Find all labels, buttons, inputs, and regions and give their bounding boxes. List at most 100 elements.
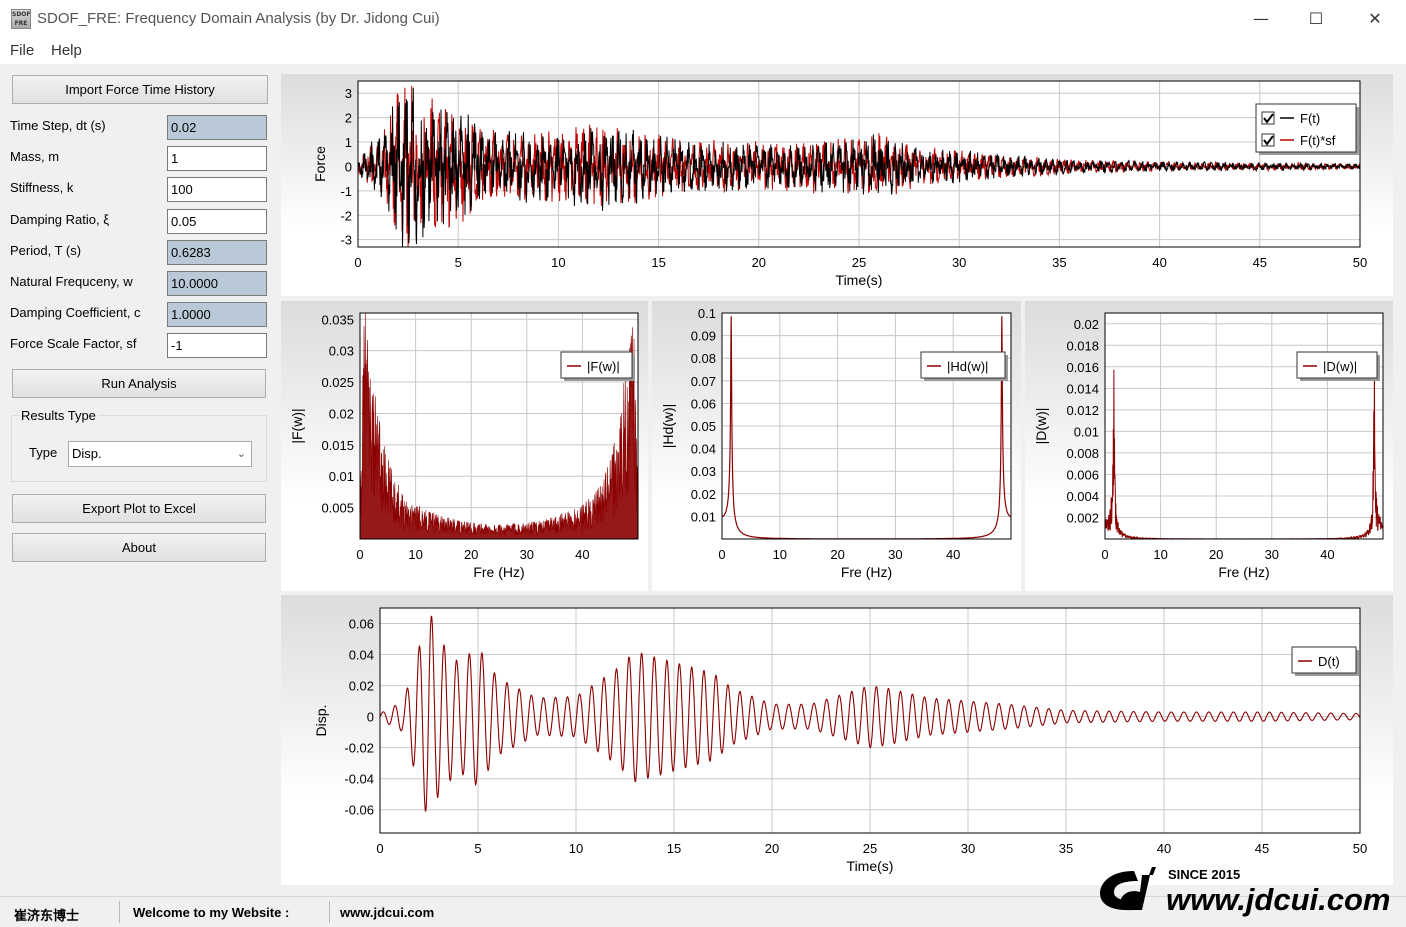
y-tick-label: 0.02 xyxy=(691,487,716,502)
x-tick-label: 15 xyxy=(651,255,665,270)
disp-chart: 0 5 10 15 20 25 30 35 40 45 50 0.06 0.04 0.02 0 -0.02 -0… xyxy=(313,607,1367,874)
legend-label: D(t) xyxy=(1318,654,1340,669)
mass-field[interactable]: 1 xyxy=(167,146,267,171)
damping-ratio-field[interactable]: 0.05 xyxy=(167,209,267,234)
label-force-scale-factor: Force Scale Factor, sf xyxy=(10,336,137,351)
y-tick-label: 0.004 xyxy=(1066,489,1099,504)
y-tick-label: 0.02 xyxy=(349,679,374,694)
chevron-down-icon: ⌄ xyxy=(236,447,246,460)
series-line-f xyxy=(357,87,1361,248)
hw-chart-panel: 0 10 20 30 40 0.1 0.09 0.08 0.07 0.06 0.05 0.04 0.03… xyxy=(652,301,1021,591)
label-period: Period, T (s) xyxy=(10,243,82,258)
x-tick-label: 30 xyxy=(952,255,966,270)
x-tick-label: 40 xyxy=(946,547,960,562)
damping-coefficient-field[interactable]: 1.0000 xyxy=(167,302,267,327)
y-tick-label: 0.002 xyxy=(1066,510,1099,525)
type-label: Type xyxy=(29,445,58,460)
x-tick-label: 40 xyxy=(575,547,589,562)
y-tick-label: 3 xyxy=(345,86,352,101)
close-button[interactable]: ✕ xyxy=(1368,9,1382,28)
menu-help[interactable]: Help xyxy=(51,42,82,59)
run-analysis-button[interactable]: Run Analysis xyxy=(12,369,266,398)
plot-frame xyxy=(357,80,1361,248)
series-area-fw xyxy=(359,312,639,540)
legend-label: |D(w)| xyxy=(1323,359,1357,374)
minimize-button[interactable]: — xyxy=(1253,9,1269,28)
import-force-button[interactable]: Import Force Time History xyxy=(12,75,268,104)
app-icon: SDOF FRE xyxy=(11,9,31,29)
x-tick-label: 20 xyxy=(752,255,766,270)
x-tick-label: 20 xyxy=(765,841,779,856)
legend-label: F(t)*sf xyxy=(1300,133,1336,148)
label-damping-coefficient: Damping Coefficient, c xyxy=(10,305,141,320)
plot-frame xyxy=(1104,312,1384,540)
y-tick-label: 0 xyxy=(367,710,374,725)
natural-frequency-field[interactable]: 10.0000 xyxy=(167,271,267,296)
series-line-disp xyxy=(379,615,1361,812)
x-tick-label: 10 xyxy=(551,255,565,270)
y-tick-label: 0.03 xyxy=(691,464,716,479)
checkmark-icon xyxy=(1263,113,1274,124)
y-tick-label: -0.02 xyxy=(344,741,374,756)
checkmark-icon xyxy=(1263,135,1274,146)
logo-since: SINCE 2015 xyxy=(1168,867,1240,882)
export-excel-button[interactable]: Export Plot to Excel xyxy=(12,494,266,523)
legend-label: |Hd(w)| xyxy=(947,359,988,374)
y-tick-label: 0.01 xyxy=(1074,424,1099,439)
y-tick-label: 0.01 xyxy=(329,469,354,484)
x-tick-label: 5 xyxy=(474,841,481,856)
x-tick-label: 10 xyxy=(569,841,583,856)
x-axis-label: Fre (Hz) xyxy=(1218,564,1269,580)
y-tick-label: 0.018 xyxy=(1066,338,1099,353)
y-tick-label: 0.015 xyxy=(321,438,354,453)
y-tick-label: -0.04 xyxy=(344,772,374,787)
x-tick-label: 0 xyxy=(1101,547,1108,562)
force-chart-panel: 0 5 10 15 20 25 30 35 40 45 50 3 2 1 0 -1 -2 -3 Time(s) For… xyxy=(281,74,1393,296)
y-tick-label: 0.1 xyxy=(698,306,716,321)
menu-file[interactable]: File xyxy=(10,42,35,59)
y-tick-label: 0.07 xyxy=(691,374,716,389)
label-natural-frequency: Natural Frequceny, w xyxy=(10,274,133,289)
x-tick-label: 20 xyxy=(1209,547,1223,562)
legend-box xyxy=(1296,351,1378,379)
y-tick-label: 0.06 xyxy=(349,617,374,632)
plot-frame xyxy=(359,312,639,540)
y-tick-label: 0.008 xyxy=(1066,446,1099,461)
y-tick-label: 0.09 xyxy=(691,329,716,344)
legend-label: |F(w)| xyxy=(587,359,620,374)
force-scale-factor-field[interactable]: -1 xyxy=(167,333,267,358)
time-step-field[interactable]: 0.02 xyxy=(167,115,267,140)
x-tick-label: 0 xyxy=(354,255,361,270)
hw-chart: 0 10 20 30 40 0.1 0.09 0.08 0.07 0.06 0.05 0.04 0.03… xyxy=(660,306,1012,580)
maximize-button[interactable]: ☐ xyxy=(1308,9,1324,28)
results-type-select[interactable]: Disp. ⌄ xyxy=(68,441,252,467)
y-axis-label: |F(w)| xyxy=(289,408,305,443)
x-axis-label: Time(s) xyxy=(847,858,894,874)
x-tick-label: 40 xyxy=(1152,255,1166,270)
menu-bar: File Help xyxy=(0,38,1406,64)
x-tick-label: 35 xyxy=(1052,255,1066,270)
legend-label: F(t) xyxy=(1300,111,1320,126)
y-tick-label: 0.08 xyxy=(691,351,716,366)
disp-chart-panel: 0 5 10 15 20 25 30 35 40 45 50 0.06 0.04 0.02 0 -0.02 -0… xyxy=(281,595,1393,885)
legend-checkbox xyxy=(1261,133,1275,147)
about-button[interactable]: About xyxy=(12,533,266,562)
legend-box xyxy=(560,351,633,379)
x-tick-label: 45 xyxy=(1255,841,1269,856)
results-type-value: Disp. xyxy=(72,446,102,461)
y-tick-label: 0 xyxy=(345,159,352,174)
plot-frame xyxy=(379,607,1361,834)
y-axis-label: Disp. xyxy=(313,705,329,737)
window-title: SDOF_FRE: Frequency Domain Analysis (by … xyxy=(37,10,440,27)
y-tick-label: 0.04 xyxy=(349,648,374,663)
stiffness-field[interactable]: 100 xyxy=(167,177,267,202)
y-tick-label: 0.01 xyxy=(691,509,716,524)
logo-site: www.jdcui.com xyxy=(1166,882,1391,917)
status-website-link[interactable]: www.jdcui.com xyxy=(340,905,435,920)
y-axis-label: |D(w)| xyxy=(1033,408,1049,445)
x-tick-label: 30 xyxy=(961,841,975,856)
dw-chart-panel: 0 10 20 30 40 0.02 0.018 0.016 0.014 0.012 0.01 0.0… xyxy=(1025,301,1393,591)
status-author-name: 崔济东博士 xyxy=(14,908,80,923)
period-field[interactable]: 0.6283 xyxy=(167,240,267,265)
x-tick-label: 0 xyxy=(356,547,363,562)
